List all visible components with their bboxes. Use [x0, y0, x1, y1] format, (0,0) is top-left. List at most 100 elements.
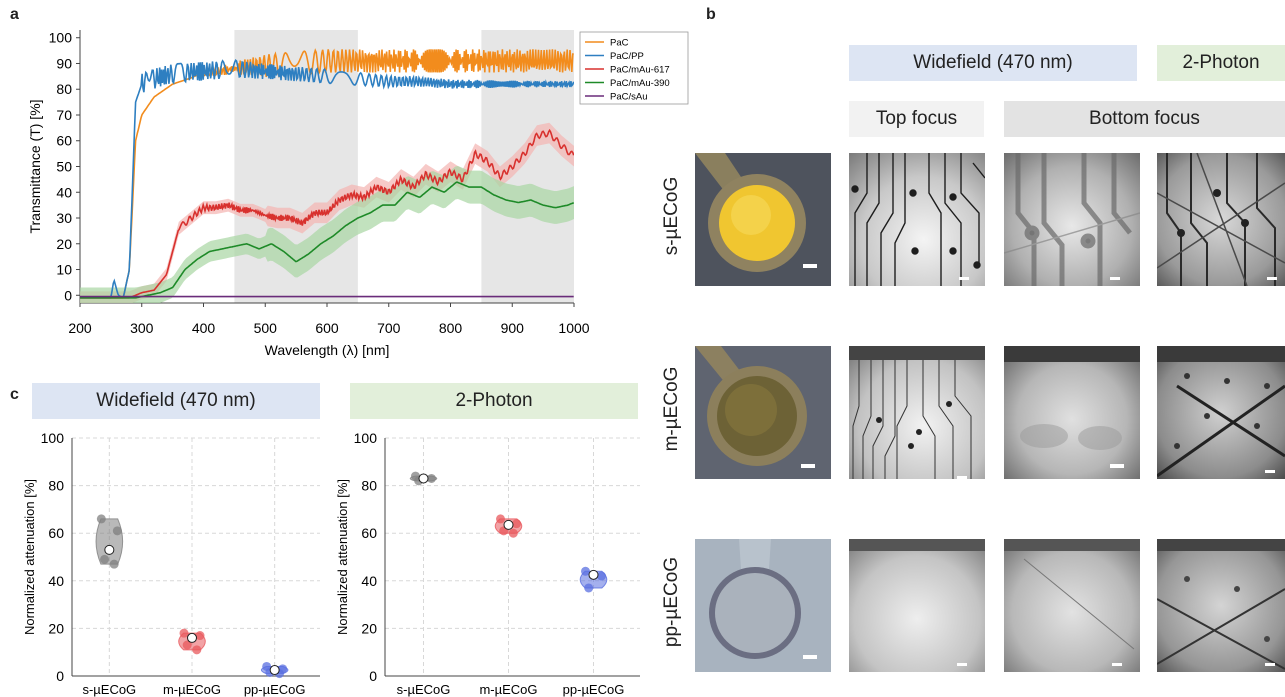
median-marker [418, 473, 429, 484]
image-m-two-photon [1157, 346, 1285, 479]
y-tick-label: 70 [56, 107, 72, 123]
image-pp-two-photon [1157, 539, 1285, 672]
y-axis-label: Normalized attenuation [%] [22, 479, 37, 635]
header-top-focus: Top focus [849, 101, 984, 137]
image-pp-widefield-top [849, 539, 985, 672]
y-tick-label: 50 [56, 159, 72, 175]
data-point [597, 571, 606, 581]
x-tick-label: m-µECoG [479, 682, 537, 697]
x-tick-label: 200 [68, 320, 92, 336]
y-tick-label: 10 [56, 262, 72, 278]
violin-secog [95, 518, 124, 565]
legend-label: PaC/sAu [610, 92, 648, 103]
panel-letter-a: a [10, 6, 19, 23]
y-tick-label: 80 [361, 478, 377, 494]
data-point [512, 519, 521, 529]
data-point [508, 528, 518, 538]
x-tick-label: 500 [254, 320, 278, 336]
row-label-pp-uecog: pp-µECoG [661, 556, 682, 648]
image-s-widefield-top [849, 153, 985, 286]
header-c-two-photon: 2-Photon [350, 383, 638, 419]
image-m-widefield-bottom [1004, 346, 1140, 479]
photo-m-uecog-electrode [695, 346, 831, 479]
x-tick-label: 300 [130, 320, 154, 336]
transmittance-chart: 200 300 400 500 600 700 800 900 1000 0 10 20 30 40 50 6… [27, 30, 689, 358]
image-pp-widefield-bottom [1004, 539, 1140, 672]
legend-label: PaC/mAu-617 [610, 65, 670, 76]
legend-label: PaC/PP [610, 51, 644, 62]
row-label-s-uecog: s-µECoG [661, 176, 682, 256]
y-tick-label: 20 [361, 620, 377, 636]
median-marker [588, 569, 599, 580]
x-tick-label: 700 [377, 320, 401, 336]
data-point [192, 645, 202, 655]
y-tick-label: 0 [64, 287, 72, 303]
y-tick-label: 60 [48, 525, 64, 541]
y-tick-label: 90 [56, 55, 72, 71]
x-tick-label: 400 [192, 320, 216, 336]
x-tick-label: m-µECoG [163, 682, 221, 697]
series-line-pac-mau-617 [80, 128, 574, 299]
y-tick-label: 60 [56, 133, 72, 149]
error-band-pac-mau-390 [80, 165, 574, 303]
data-point [100, 554, 110, 564]
photo-s-uecog-electrode [695, 153, 831, 286]
header-widefield: Widefield (470 nm) [849, 45, 1137, 81]
panel-letter-b: b [706, 6, 716, 23]
x-tick-label: pp-µECoG [563, 682, 625, 697]
y-tick-label: 100 [354, 430, 378, 446]
median-marker [187, 632, 197, 643]
data-point [179, 628, 189, 638]
y-tick-label: 40 [56, 184, 72, 200]
x-axis-label: Wavelength (λ) [nm] [265, 342, 390, 358]
median-marker [503, 519, 514, 530]
data-point [109, 559, 119, 569]
legend-label: PaC/mAu-390 [610, 78, 670, 89]
y-tick-label: 40 [361, 573, 377, 589]
data-point [496, 514, 505, 524]
x-tick-label: pp-µECoG [244, 682, 306, 697]
y-tick-label: 20 [56, 236, 72, 252]
photo-pp-uecog-electrode [695, 539, 831, 672]
panel-letter-c: c [10, 386, 19, 403]
data-point [581, 566, 590, 576]
header-two-photon: 2-Photon [1157, 45, 1285, 81]
row-label-m-uecog: m-µECoG [661, 366, 682, 452]
x-tick-label: s-µECoG [82, 682, 136, 697]
data-point [112, 526, 122, 536]
data-point [182, 640, 192, 650]
image-s-widefield-bottom [1004, 153, 1140, 286]
data-point [584, 583, 594, 593]
series-line-pac-pp [80, 59, 574, 299]
y-tick-label: 40 [48, 573, 64, 589]
y-axis-label: Normalized attenuation [%] [335, 479, 350, 635]
series-line-pac-mau-390 [80, 181, 574, 299]
header-c-widefield: Widefield (470 nm) [32, 383, 320, 419]
x-tick-label: 1000 [558, 320, 589, 336]
image-s-two-photon [1157, 153, 1285, 286]
image-m-widefield-top [849, 346, 985, 479]
data-point [195, 631, 205, 641]
legend-label: PaC [610, 38, 629, 49]
y-tick-label: 100 [49, 30, 73, 46]
y-tick-label: 80 [56, 81, 72, 97]
y-tick-label: 30 [56, 210, 72, 226]
header-bottom-focus: Bottom focus [1004, 101, 1285, 137]
median-marker [104, 544, 115, 555]
y-tick-label: 60 [361, 525, 377, 541]
y-axis-label: Transmittance (T) [%] [27, 99, 43, 233]
plot-area [80, 48, 574, 303]
data-point [427, 473, 436, 483]
x-tick-label: 900 [501, 320, 525, 336]
legend-box [579, 31, 689, 105]
x-tick-label: 800 [439, 320, 463, 336]
x-tick-label: 600 [315, 320, 339, 336]
median-marker [269, 665, 280, 676]
y-tick-label: 20 [48, 620, 64, 636]
series-line-pac [80, 48, 574, 299]
y-tick-label: 0 [56, 668, 64, 684]
y-tick-label: 80 [48, 478, 64, 494]
y-tick-label: 100 [41, 430, 65, 446]
attenuation-chart: 0 20 40 60 80 100 s-µECoG m-µECoG pp-µECoG Normal… [22, 430, 640, 697]
data-point [96, 514, 106, 524]
